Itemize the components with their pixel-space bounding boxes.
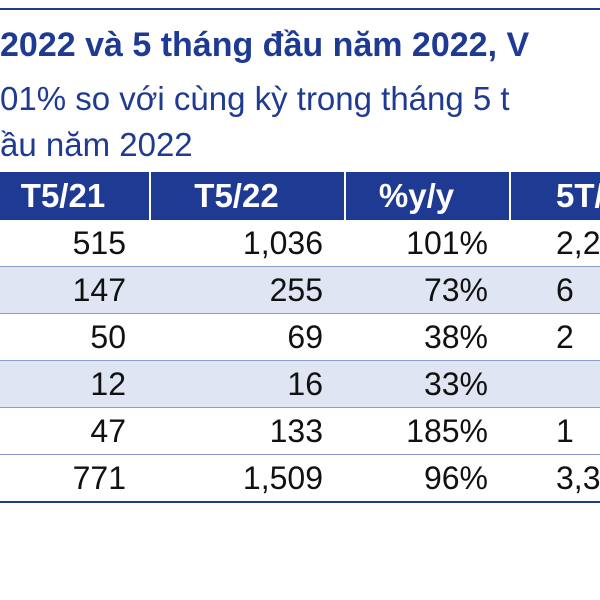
column-header-t5-22: T5/22	[194, 177, 279, 214]
table-cell: 515	[72, 225, 126, 261]
table-cell	[510, 361, 600, 407]
table-cell: 50	[90, 319, 126, 355]
header-divider	[149, 172, 151, 220]
subtitle-line-1: 01% so với cùng kỳ trong tháng 5 t	[0, 80, 510, 117]
table-row: 147 255 73% 6	[0, 267, 600, 314]
table-cell: 69	[287, 319, 323, 355]
table-cell: 2,2	[556, 225, 600, 261]
table-row: 515 1,036 101% 2,2	[0, 220, 600, 267]
column-header-5t: 5T/	[556, 177, 600, 214]
table-cell: 255	[269, 272, 323, 308]
table-row: 47 133 185% 1	[0, 408, 600, 455]
table-header-row: T5/21 T5/22 %y/y 5T/	[0, 172, 600, 220]
top-rule	[0, 8, 600, 10]
table-cell: 147	[72, 272, 126, 308]
header-divider	[344, 172, 346, 220]
table-cell: 96%	[423, 460, 488, 496]
column-header-t5-21: T5/21	[20, 177, 106, 214]
table-cell: 1,036	[242, 225, 323, 261]
table-cell: 47	[90, 413, 126, 449]
table-cell: 6	[556, 272, 574, 308]
subtitle-line-2: ầu năm 2022	[0, 126, 193, 163]
table-cell: 2	[556, 319, 574, 355]
table-cell: 771	[72, 460, 126, 496]
table-cell: 1	[556, 413, 574, 449]
table-cell: 101%	[406, 225, 488, 261]
table-cell: 38%	[423, 319, 488, 355]
table-row: 50 69 38% 2	[0, 314, 600, 361]
table-cell: 1,509	[242, 460, 323, 496]
page-title: 2022 và 5 tháng đầu năm 2022, V	[0, 26, 530, 64]
data-table: T5/21 T5/22 %y/y 5T/ 515 1,036 101% 2,2 …	[0, 172, 600, 503]
header-divider	[509, 172, 511, 220]
table-cell: 12	[90, 366, 126, 402]
column-header-yoy: %y/y	[378, 177, 455, 214]
table-cell: 33%	[423, 366, 488, 402]
table-row: 12 16 33%	[0, 361, 600, 408]
table-cell: 185%	[406, 413, 488, 449]
table-row-total: 771 1,509 96% 3,3	[0, 455, 600, 503]
table-cell: 133	[269, 413, 323, 449]
table-cell: 73%	[423, 272, 488, 308]
table-cell: 3,3	[556, 460, 600, 496]
table-cell: 16	[287, 366, 323, 402]
